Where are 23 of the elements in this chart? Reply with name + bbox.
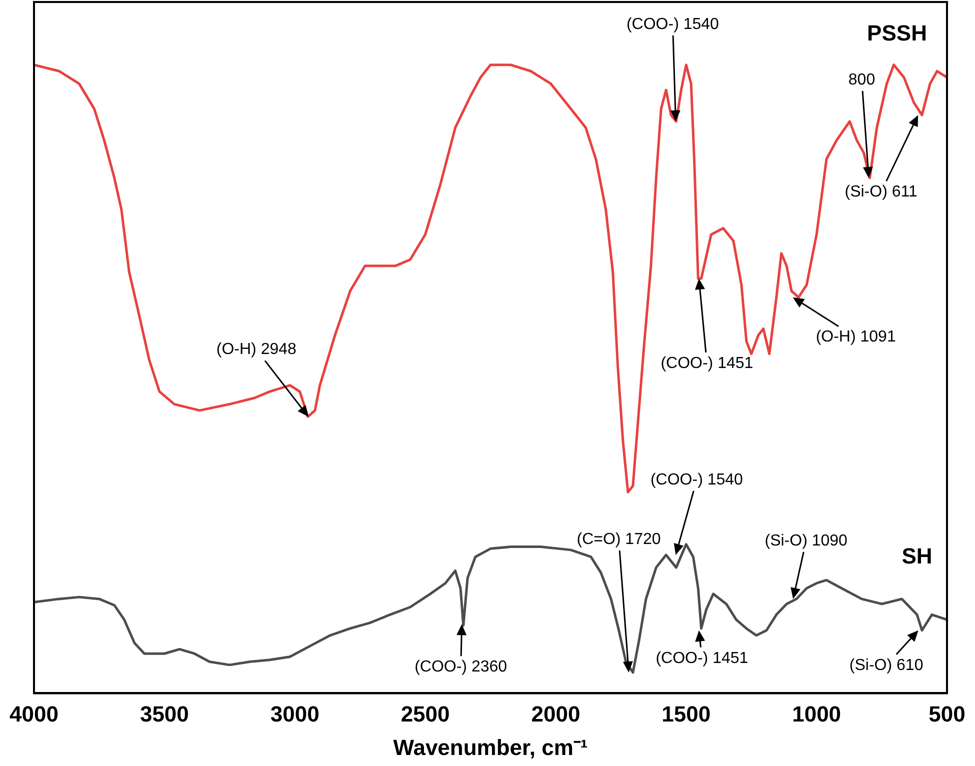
series-label: PSSH [867, 20, 927, 46]
x-axis-title: Wavenumber, cm⁻¹ [393, 734, 588, 760]
x-tick-label: 1000 [792, 701, 842, 726]
x-tick-label: 1500 [662, 701, 711, 726]
series-label: SH [902, 544, 932, 569]
annotation: (Si-O) 610 [849, 656, 924, 674]
annotation: (COO-) 1451 [660, 354, 754, 372]
x-tick-label: 4000 [10, 701, 58, 726]
x-tick-label: 3000 [270, 701, 320, 726]
x-tick-label: 2000 [531, 701, 580, 726]
x-tick-label: 3500 [140, 701, 189, 726]
annotation: (O-H) 2948 [216, 341, 297, 358]
x-tick-label: 2500 [400, 701, 450, 726]
annotation: (COO-) 1540 [626, 16, 720, 33]
annotation: (Si-O) 1090 [764, 532, 848, 550]
x-tick-label: 500 [928, 701, 966, 726]
annotation: (COO-) 2360 [414, 658, 508, 676]
annotation: (C=O) 1720 [576, 530, 661, 548]
annotation: 800 [848, 71, 876, 88]
annotation: (Si-O) 611 [844, 184, 918, 201]
annotation: (O-H) 1091 [816, 328, 896, 346]
annotation: (COO-) 1540 [650, 471, 744, 488]
annotation: (COO-) 1451 [656, 650, 748, 667]
